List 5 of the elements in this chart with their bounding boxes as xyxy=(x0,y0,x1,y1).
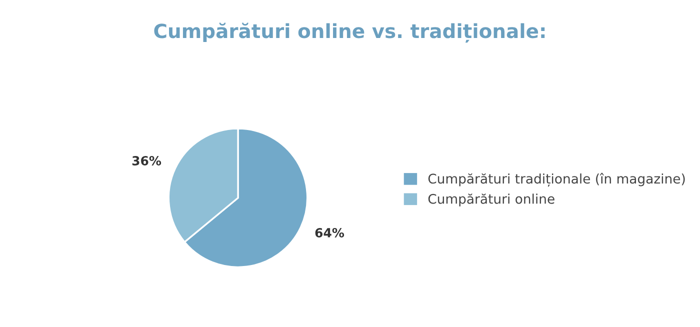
legend-label: Cumpărături online xyxy=(428,194,554,206)
data-label: 36% xyxy=(132,156,162,166)
chart-title: Cumpărături online vs. tradiționale: xyxy=(154,22,545,43)
data-label: 64% xyxy=(315,228,344,238)
legend-label: Cumpărături tradiționale (în magazine) xyxy=(428,172,685,187)
